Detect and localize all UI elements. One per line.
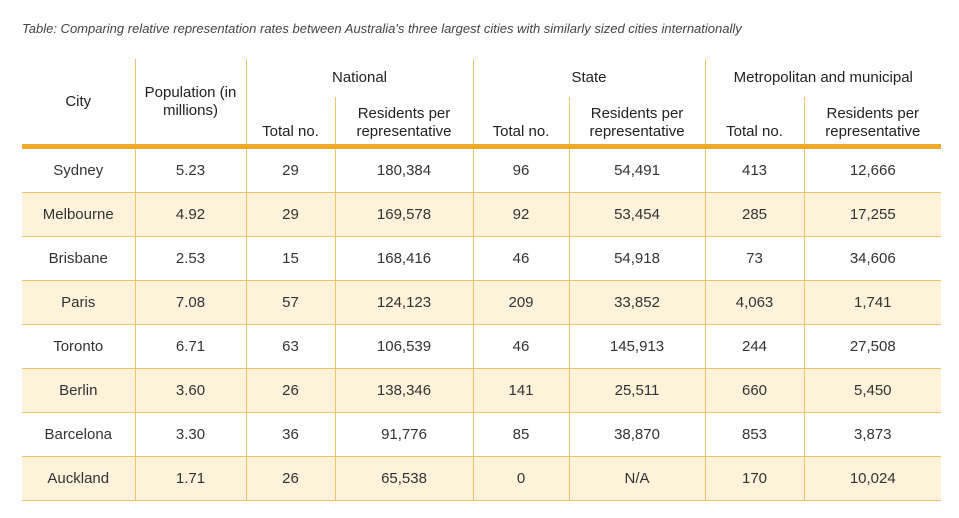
cell-national-residents: 91,776 (334, 412, 474, 457)
cell-state-residents: 54,491 (568, 146, 706, 193)
table-row: Paris 7.08 57 124,123 209 33,852 4,063 1… (22, 280, 942, 325)
cell-city: Toronto (22, 324, 135, 369)
cell-metro-residents: 3,873 (803, 412, 942, 457)
cell-state-total: 46 (472, 236, 570, 281)
cell-national-residents: 180,384 (334, 146, 474, 193)
cell-metro-residents: 27,508 (803, 324, 942, 369)
table-row: Barcelona 3.30 36 91,776 85 38,870 853 3… (22, 412, 942, 457)
cell-national-total: 36 (245, 412, 335, 457)
cell-metro-residents: 10,024 (803, 456, 942, 501)
cell-national-residents: 124,123 (334, 280, 474, 325)
cell-state-total: 209 (472, 280, 570, 325)
header-metro-residents: Residents per representative (803, 97, 942, 149)
cell-national-residents: 106,539 (334, 324, 474, 369)
cell-metro-total: 413 (704, 146, 805, 193)
cell-population: 2.53 (134, 236, 246, 281)
cell-population: 5.23 (134, 146, 246, 193)
header-state-total: Total no. (472, 97, 570, 149)
cell-metro-residents: 34,606 (803, 236, 942, 281)
cell-city: Melbourne (22, 192, 135, 237)
cell-population: 6.71 (134, 324, 246, 369)
cell-state-total: 46 (472, 324, 570, 369)
cell-state-total: 92 (472, 192, 570, 237)
header-city: City (22, 59, 135, 149)
cell-metro-residents: 1,741 (803, 280, 942, 325)
cell-state-residents: 145,913 (568, 324, 706, 369)
cell-state-residents: N/A (568, 456, 706, 501)
cell-metro-total: 853 (704, 412, 805, 457)
cell-state-total: 85 (472, 412, 570, 457)
cell-state-total: 96 (472, 146, 570, 193)
cell-national-total: 29 (245, 146, 335, 193)
header-national-total: Total no. (245, 97, 335, 149)
cell-national-residents: 169,578 (334, 192, 474, 237)
cell-population: 7.08 (134, 280, 246, 325)
cell-metro-residents: 12,666 (803, 146, 942, 193)
table-row: Brisbane 2.53 15 168,416 46 54,918 73 34… (22, 236, 942, 281)
cell-state-residents: 54,918 (568, 236, 706, 281)
cell-national-total: 63 (245, 324, 335, 369)
cell-population: 4.92 (134, 192, 246, 237)
header-state-residents: Residents per representative (568, 97, 706, 149)
header-metro: Metropolitan and municipal (704, 59, 942, 97)
cell-state-residents: 53,454 (568, 192, 706, 237)
table-row: Toronto 6.71 63 106,539 46 145,913 244 2… (22, 324, 942, 369)
cell-city: Paris (22, 280, 135, 325)
cell-national-total: 57 (245, 280, 335, 325)
cell-state-residents: 33,852 (568, 280, 706, 325)
cell-metro-total: 244 (704, 324, 805, 369)
cell-metro-total: 660 (704, 368, 805, 413)
table-caption: Table: Comparing relative representation… (22, 21, 742, 36)
cell-metro-residents: 17,255 (803, 192, 942, 237)
cell-national-total: 26 (245, 368, 335, 413)
cell-city: Sydney (22, 146, 135, 193)
cell-city: Berlin (22, 368, 135, 413)
cell-population: 1.71 (134, 456, 246, 501)
cell-national-residents: 168,416 (334, 236, 474, 281)
table-row: Auckland 1.71 26 65,538 0 N/A 170 10,024 (22, 456, 942, 501)
header-national-residents: Residents per representative (334, 97, 474, 149)
cell-national-total: 26 (245, 456, 335, 501)
cell-metro-total: 73 (704, 236, 805, 281)
cell-city: Brisbane (22, 236, 135, 281)
header-state: State (472, 59, 706, 97)
table-row: Berlin 3.60 26 138,346 141 25,511 660 5,… (22, 368, 942, 413)
table-row: Sydney 5.23 29 180,384 96 54,491 413 12,… (22, 146, 942, 193)
cell-city: Auckland (22, 456, 135, 501)
cell-state-residents: 25,511 (568, 368, 706, 413)
cell-metro-residents: 5,450 (803, 368, 942, 413)
cell-population: 3.30 (134, 412, 246, 457)
cell-state-total: 0 (472, 456, 570, 501)
cell-national-total: 15 (245, 236, 335, 281)
cell-city: Barcelona (22, 412, 135, 457)
header-metro-total: Total no. (704, 97, 805, 149)
cell-metro-total: 285 (704, 192, 805, 237)
cell-metro-total: 4,063 (704, 280, 805, 325)
cell-population: 3.60 (134, 368, 246, 413)
header-population: Population (in millions) (134, 59, 246, 149)
cell-national-residents: 138,346 (334, 368, 474, 413)
header-national: National (245, 59, 474, 97)
representation-table: City Population (in millions) National S… (22, 59, 942, 501)
cell-metro-total: 170 (704, 456, 805, 501)
cell-national-total: 29 (245, 192, 335, 237)
cell-state-total: 141 (472, 368, 570, 413)
cell-national-residents: 65,538 (334, 456, 474, 501)
table-row: Melbourne 4.92 29 169,578 92 53,454 285 … (22, 192, 942, 237)
cell-state-residents: 38,870 (568, 412, 706, 457)
